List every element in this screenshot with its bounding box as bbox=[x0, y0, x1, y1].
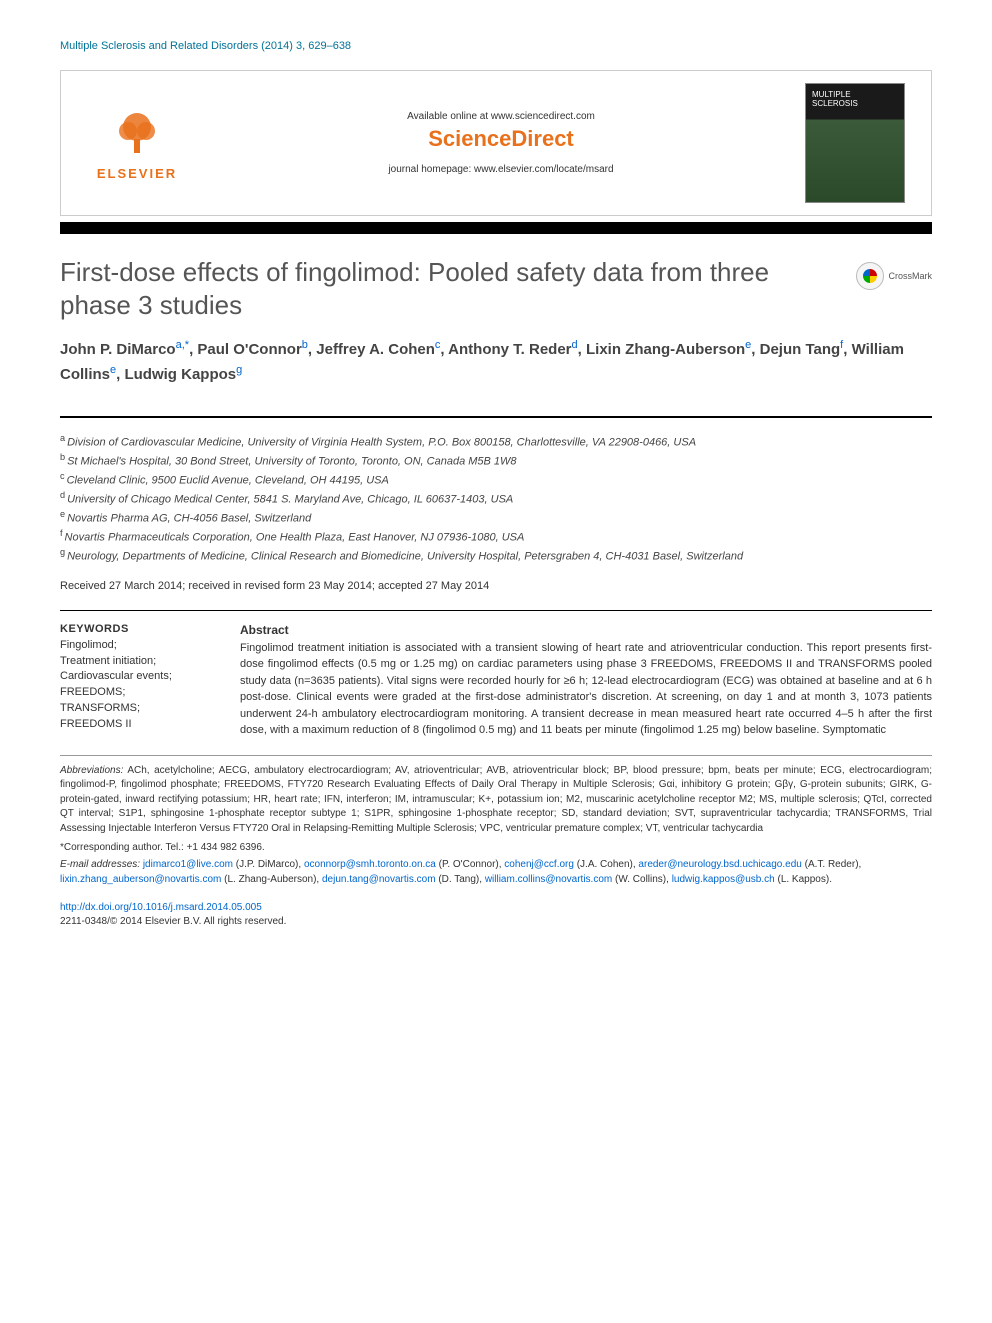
article-dates: Received 27 March 2014; received in revi… bbox=[60, 580, 932, 592]
email-addresses-block: E-mail addresses: jdimarco1@live.com (J.… bbox=[60, 857, 932, 887]
publisher-name: ELSEVIER bbox=[97, 166, 177, 181]
affiliation-item: aDivision of Cardiovascular Medicine, Un… bbox=[60, 432, 932, 451]
journal-cover-thumbnail: MULTIPLE SCLEROSIS bbox=[805, 83, 905, 203]
available-online-text: Available online at www.sciencedirect.co… bbox=[197, 111, 805, 122]
keywords-list: Fingolimod;Treatment initiation;Cardiova… bbox=[60, 638, 220, 734]
email-author-name: (W. Collins) bbox=[615, 874, 666, 885]
affiliation-item: eNovartis Pharma AG, CH-4056 Basel, Swit… bbox=[60, 508, 932, 527]
abbreviations-footnote: Abbreviations: ACh, acetylcholine; AECG,… bbox=[60, 764, 932, 837]
affiliation-item: gNeurology, Departments of Medicine, Cli… bbox=[60, 546, 932, 565]
email-author-name: (A.T. Reder) bbox=[805, 859, 859, 870]
emails-label: E-mail addresses: bbox=[60, 859, 140, 870]
email-link[interactable]: areder@neurology.bsd.uchicago.edu bbox=[638, 859, 801, 870]
email-link[interactable]: ludwig.kappos@usb.ch bbox=[672, 874, 775, 885]
affiliation-item: dUniversity of Chicago Medical Center, 5… bbox=[60, 489, 932, 508]
email-author-name: (L. Zhang-Auberson) bbox=[224, 874, 316, 885]
publisher-bar: ELSEVIER Available online at www.science… bbox=[60, 70, 932, 216]
email-link[interactable]: lixin.zhang_auberson@novartis.com bbox=[60, 874, 221, 885]
affiliations-block: aDivision of Cardiovascular Medicine, Un… bbox=[60, 432, 932, 566]
cover-title: MULTIPLE SCLEROSIS bbox=[812, 90, 898, 108]
authors-list: John P. DiMarcoa,*, Paul O'Connorb, Jeff… bbox=[60, 337, 932, 386]
email-author-name: (L. Kappos) bbox=[777, 874, 829, 885]
abbreviations-label: Abbreviations: bbox=[60, 765, 123, 776]
crossmark-badge[interactable]: CrossMark bbox=[856, 262, 932, 290]
elsevier-tree-icon bbox=[97, 105, 177, 166]
email-author-name: (J.A. Cohen) bbox=[577, 859, 633, 870]
affiliation-item: cCleveland Clinic, 9500 Euclid Avenue, C… bbox=[60, 470, 932, 489]
email-link[interactable]: dejun.tang@novartis.com bbox=[322, 874, 436, 885]
keyword-item: TRANSFORMS; bbox=[60, 701, 220, 717]
abstract-heading: Abstract bbox=[240, 623, 932, 637]
keyword-item: Treatment initiation; bbox=[60, 654, 220, 670]
crossmark-label: CrossMark bbox=[888, 271, 932, 281]
affiliation-item: fNovartis Pharmaceuticals Corporation, O… bbox=[60, 527, 932, 546]
keywords-abstract-row: KEYWORDS Fingolimod;Treatment initiation… bbox=[60, 610, 932, 739]
keyword-item: FREEDOMS II bbox=[60, 717, 220, 733]
sciencedirect-logo[interactable]: ScienceDirect bbox=[197, 126, 805, 152]
separator-thin bbox=[60, 416, 932, 418]
email-link[interactable]: oconnorp@smh.toronto.on.ca bbox=[304, 859, 436, 870]
separator-bar bbox=[60, 222, 932, 234]
doi-block: http://dx.doi.org/10.1016/j.msard.2014.0… bbox=[60, 901, 932, 929]
email-author-name: (D. Tang) bbox=[438, 874, 479, 885]
email-author-name: (J.P. DiMarco) bbox=[236, 859, 299, 870]
crossmark-icon bbox=[856, 262, 884, 290]
email-link[interactable]: william.collins@novartis.com bbox=[485, 874, 612, 885]
abbreviations-text: ACh, acetylcholine; AECG, ambulatory ele… bbox=[60, 765, 932, 834]
corresponding-author: *Corresponding author. Tel.: +1 434 982 … bbox=[60, 842, 932, 853]
keyword-item: Cardiovascular events; bbox=[60, 669, 220, 685]
copyright-text: 2211-0348/© 2014 Elsevier B.V. All right… bbox=[60, 915, 932, 929]
footer-divider bbox=[60, 755, 932, 756]
journal-homepage-text: journal homepage: www.elsevier.com/locat… bbox=[197, 164, 805, 175]
elsevier-logo-block: ELSEVIER bbox=[77, 105, 197, 181]
email-link[interactable]: jdimarco1@live.com bbox=[143, 859, 233, 870]
email-link[interactable]: cohenj@ccf.org bbox=[504, 859, 574, 870]
keyword-item: Fingolimod; bbox=[60, 638, 220, 654]
keywords-heading: KEYWORDS bbox=[60, 623, 220, 635]
abstract-text: Fingolimod treatment initiation is assoc… bbox=[240, 640, 932, 739]
article-title: First-dose effects of fingolimod: Pooled… bbox=[60, 257, 769, 320]
journal-citation: Multiple Sclerosis and Related Disorders… bbox=[60, 40, 932, 52]
email-author-name: (P. O'Connor) bbox=[439, 859, 499, 870]
keyword-item: FREEDOMS; bbox=[60, 685, 220, 701]
affiliation-item: bSt Michael's Hospital, 30 Bond Street, … bbox=[60, 451, 932, 470]
doi-url[interactable]: http://dx.doi.org/10.1016/j.msard.2014.0… bbox=[60, 901, 932, 915]
